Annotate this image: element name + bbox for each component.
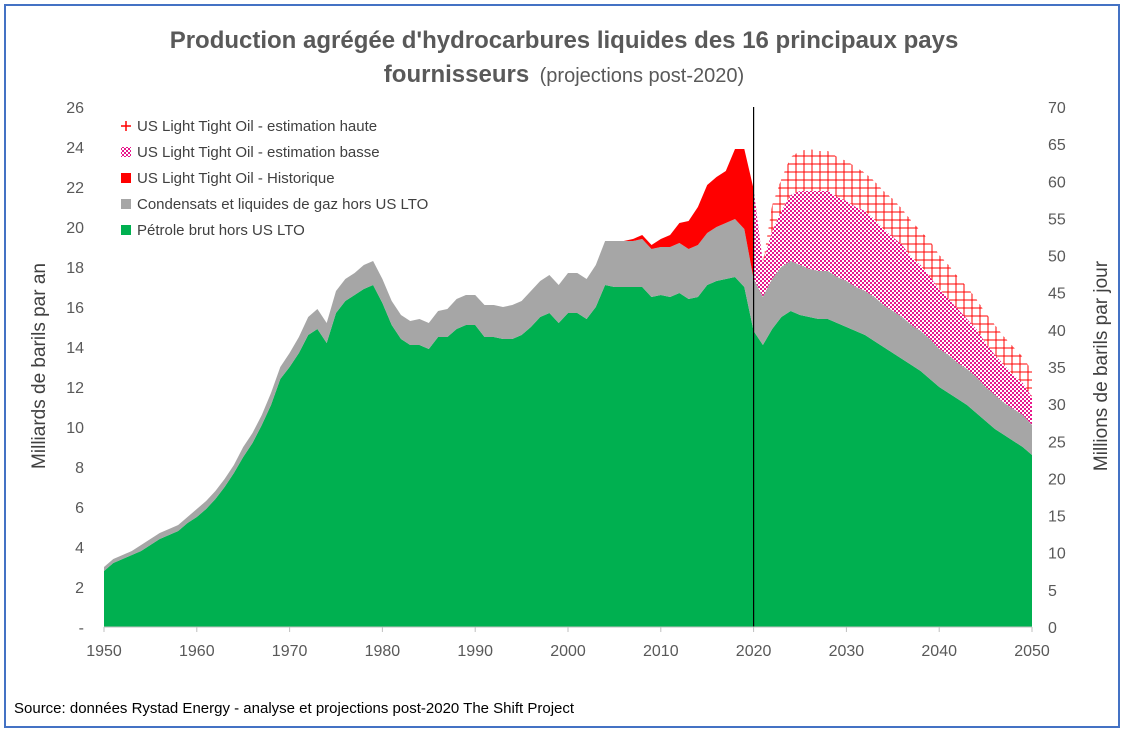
x-tick-label: 2000 bbox=[550, 643, 586, 660]
legend-label-lto-hist: US Light Tight Oil - Historique bbox=[137, 170, 335, 187]
x-tick-label: 2030 bbox=[829, 643, 865, 660]
legend-label-crude: Pétrole brut hors US LTO bbox=[137, 222, 305, 239]
y-left-tick-label: - bbox=[79, 620, 84, 637]
area-ngl-projection bbox=[753, 261, 1032, 455]
y-right-tick-label: 15 bbox=[1048, 509, 1066, 526]
x-tick-label: 1960 bbox=[179, 643, 215, 660]
y-left-tick-label: 8 bbox=[75, 460, 84, 477]
y-right-tick-label: 45 bbox=[1048, 286, 1066, 303]
area-lto-low-estimate bbox=[753, 189, 1032, 425]
area-ngl-historical bbox=[104, 219, 754, 571]
y-right-tick-label: 70 bbox=[1048, 100, 1066, 117]
y-right-tick-label: 65 bbox=[1048, 137, 1066, 154]
y-right-tick-label: 30 bbox=[1048, 397, 1066, 414]
legend-swatch-lto-hist bbox=[121, 173, 131, 183]
y-left-tick-label: 2 bbox=[75, 580, 84, 597]
legend-swatch-lto-high bbox=[121, 121, 131, 131]
y-left-tick-label: 24 bbox=[66, 140, 84, 157]
legend: US Light Tight Oil - estimation haute US … bbox=[121, 118, 428, 239]
chart-subtitle: (projections post-2020) bbox=[540, 65, 745, 87]
x-tick-label: 1950 bbox=[86, 643, 122, 660]
legend-item-crude: Pétrole brut hors US LTO bbox=[121, 222, 305, 239]
x-tick-label: 1980 bbox=[365, 643, 401, 660]
y-left-tick-label: 16 bbox=[66, 300, 84, 317]
legend-swatch-lto-low bbox=[121, 147, 131, 157]
axes-layer: 1950 1960 1970 1980 1990 2000 2010 2020 2030 2040… bbox=[66, 100, 1066, 660]
y-right-tick-label: 5 bbox=[1048, 583, 1057, 600]
source-note: Source: données Rystad Energy - analyse … bbox=[14, 700, 575, 717]
y-left-tick-label: 6 bbox=[75, 500, 84, 517]
y-right-tick-label: 60 bbox=[1048, 174, 1066, 191]
chart-title-line2: fournisseurs (projections post-2020) bbox=[384, 61, 744, 88]
area-crude-historical bbox=[104, 277, 754, 627]
y-right-tick-label: 40 bbox=[1048, 323, 1066, 340]
y-left-tick-label: 18 bbox=[66, 260, 84, 277]
chart-title-bold-part: fournisseurs bbox=[384, 61, 529, 88]
y-right-tick-label: 50 bbox=[1048, 249, 1066, 266]
x-tick-label: 2010 bbox=[643, 643, 679, 660]
legend-item-lto-low: US Light Tight Oil - estimation basse bbox=[121, 144, 380, 161]
y-right-tick-label: 20 bbox=[1048, 471, 1066, 488]
y-right-tick-label: 10 bbox=[1048, 546, 1066, 563]
y-right-tick-label: 25 bbox=[1048, 434, 1066, 451]
y-left-tick-label: 12 bbox=[66, 380, 84, 397]
y-right-tick-label: 0 bbox=[1048, 620, 1057, 637]
x-tick-label: 1990 bbox=[457, 643, 493, 660]
y-axis-left-title: Milliards de barils par an bbox=[29, 263, 50, 469]
y-right-tick-label: 55 bbox=[1048, 211, 1066, 228]
area-crude-projection bbox=[753, 311, 1032, 627]
legend-label-lto-low: US Light Tight Oil - estimation basse bbox=[137, 144, 380, 161]
y-left-tick-label: 22 bbox=[66, 180, 84, 197]
x-tick-label: 1970 bbox=[272, 643, 308, 660]
y-left-tick-label: 14 bbox=[66, 340, 84, 357]
legend-swatch-ngl bbox=[121, 199, 131, 209]
y-left-tick-label: 4 bbox=[75, 540, 84, 557]
chart-title-line1: Production agrégée d'hydrocarbures liqui… bbox=[170, 27, 959, 54]
y-left-tick-label: 10 bbox=[66, 420, 84, 437]
x-tick-label: 2020 bbox=[736, 643, 772, 660]
areas-layer bbox=[104, 107, 1032, 627]
y-left-tick-label: 26 bbox=[66, 100, 84, 117]
legend-label-lto-high: US Light Tight Oil - estimation haute bbox=[137, 118, 377, 135]
legend-label-ngl: Condensats et liquides de gaz hors US LT… bbox=[137, 196, 428, 213]
x-tick-label: 2050 bbox=[1014, 643, 1050, 660]
legend-item-lto-hist: US Light Tight Oil - Historique bbox=[121, 170, 335, 187]
legend-swatch-crude bbox=[121, 225, 131, 235]
y-left-tick-label: 20 bbox=[66, 220, 84, 237]
y-right-tick-label: 35 bbox=[1048, 360, 1066, 377]
legend-item-ngl: Condensats et liquides de gaz hors US LT… bbox=[121, 196, 428, 213]
y-axis-right-title: Millions de barils par jour bbox=[1091, 260, 1112, 471]
legend-item-lto-high: US Light Tight Oil - estimation haute bbox=[121, 118, 377, 135]
x-tick-label: 2040 bbox=[921, 643, 957, 660]
